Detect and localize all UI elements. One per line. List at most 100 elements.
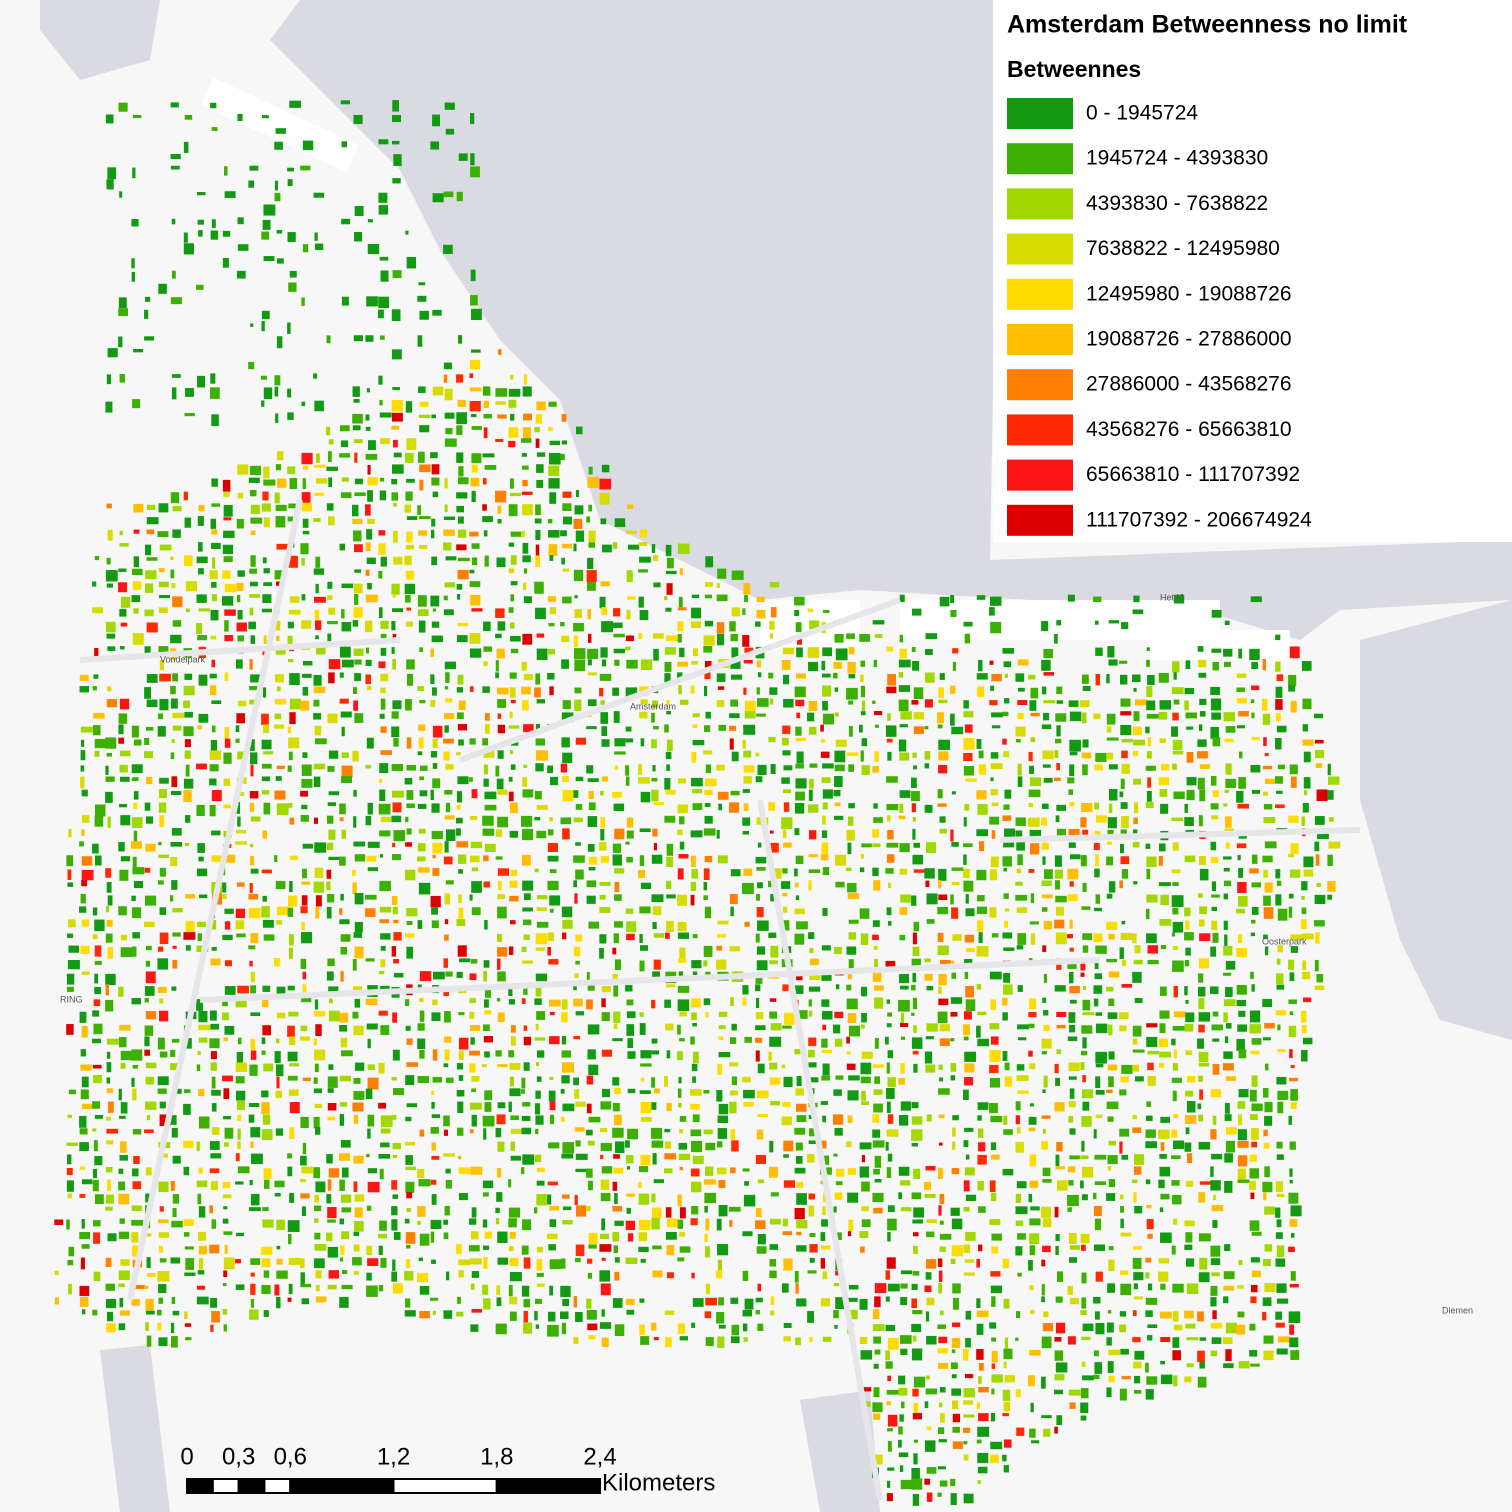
building (521, 661, 527, 671)
building (1264, 1023, 1275, 1029)
building (1121, 738, 1133, 743)
building (575, 804, 583, 810)
building (783, 1076, 793, 1088)
building (93, 1075, 102, 1084)
building (67, 882, 74, 887)
building (354, 1207, 363, 1218)
building (170, 634, 182, 644)
building (833, 1206, 837, 1213)
building (1198, 1114, 1204, 1122)
building (665, 607, 672, 612)
scale-segment (392, 1478, 498, 1494)
building (211, 1103, 217, 1112)
building (354, 1194, 365, 1202)
building (717, 1336, 725, 1348)
building (1081, 674, 1089, 684)
building (196, 1064, 201, 1072)
building (600, 1179, 610, 1190)
building (964, 1259, 974, 1263)
building (575, 869, 584, 880)
building (782, 920, 790, 931)
building (1262, 791, 1268, 796)
building (718, 724, 726, 731)
building (599, 596, 606, 609)
building (248, 180, 255, 188)
building (666, 557, 674, 569)
building (1146, 1205, 1152, 1209)
building (627, 596, 636, 600)
building (222, 1181, 231, 1189)
building (1251, 737, 1260, 741)
building (769, 1244, 779, 1250)
building (1264, 1063, 1269, 1071)
building (365, 998, 378, 1006)
building (627, 1128, 639, 1140)
building (79, 1166, 85, 1170)
building (1147, 1324, 1158, 1328)
building (1276, 674, 1284, 682)
building (496, 778, 504, 790)
building (469, 581, 481, 587)
building (510, 1115, 519, 1121)
building (1173, 1114, 1179, 1119)
building (314, 1232, 321, 1240)
building (456, 687, 464, 693)
building (677, 985, 690, 993)
building (79, 1142, 89, 1152)
building (716, 945, 723, 951)
building (963, 880, 974, 892)
building (456, 1089, 465, 1097)
building (601, 739, 610, 747)
building (534, 1311, 538, 1321)
building (548, 648, 556, 655)
building (939, 1387, 946, 1393)
building (120, 947, 133, 958)
building (1003, 751, 1010, 758)
building (223, 804, 231, 809)
building (989, 1050, 1001, 1062)
building (1095, 854, 1099, 867)
building (1210, 1297, 1217, 1307)
building (391, 647, 395, 654)
building (1288, 1246, 1295, 1252)
building (521, 453, 527, 457)
building (287, 322, 291, 334)
building (1120, 1205, 1124, 1213)
building (937, 789, 943, 799)
building (171, 374, 181, 378)
building (157, 986, 167, 993)
building (1133, 1361, 1142, 1369)
scale-label: 0,6 (274, 1443, 307, 1470)
building (911, 777, 917, 788)
building (431, 518, 436, 527)
building (521, 530, 525, 538)
building (808, 932, 815, 940)
building (809, 778, 814, 789)
building (133, 1284, 145, 1289)
building (677, 999, 690, 1011)
building (249, 568, 257, 574)
building (470, 1166, 483, 1175)
building (1028, 751, 1033, 762)
building (508, 388, 521, 397)
building (198, 504, 205, 512)
building (211, 1219, 217, 1229)
building (575, 1205, 587, 1217)
building (210, 1181, 218, 1191)
building (912, 828, 916, 840)
building (379, 971, 385, 975)
building (1080, 1388, 1089, 1399)
building (1106, 1193, 1116, 1201)
building (404, 1270, 414, 1281)
building (523, 1322, 533, 1334)
building (1147, 1233, 1153, 1239)
building (119, 698, 130, 710)
building (692, 713, 700, 718)
building (314, 725, 322, 736)
building (808, 700, 818, 712)
building (794, 609, 800, 617)
building (703, 1089, 710, 1094)
building (1159, 1010, 1170, 1019)
building (224, 1127, 234, 1139)
building (1224, 1180, 1233, 1193)
